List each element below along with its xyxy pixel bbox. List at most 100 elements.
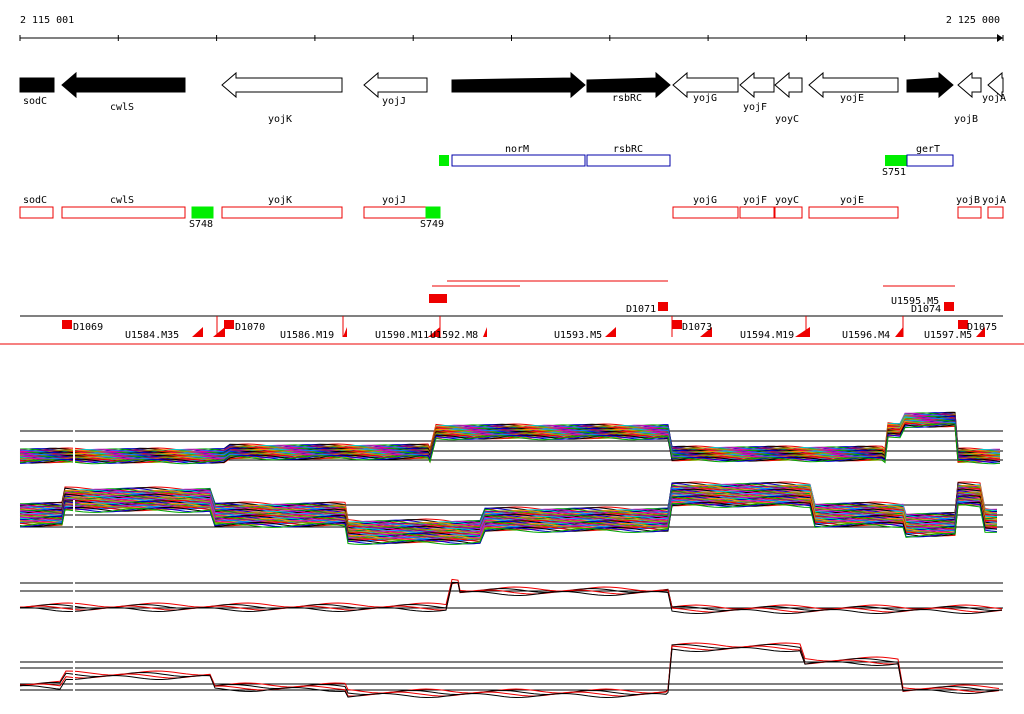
gene-label: yojA — [982, 93, 1006, 104]
breakpoint — [437, 294, 447, 303]
segment-label: U1593.M5 — [554, 330, 602, 341]
gene-label: yoyC — [775, 114, 799, 125]
annotation-label: sodC — [23, 195, 47, 206]
gene-label: yojG — [693, 93, 717, 104]
annotation-label: cwlS — [110, 195, 134, 206]
annotation-box — [957, 206, 982, 219]
gene-arrow — [61, 71, 186, 99]
segment-end — [895, 327, 903, 337]
segment-label: D1074 — [911, 304, 941, 315]
segment-end — [428, 327, 440, 337]
gene-arrow — [586, 71, 671, 99]
segment-end — [700, 327, 712, 337]
expression-trace — [19, 423, 1001, 465]
expression-trace — [19, 643, 1000, 696]
annotation-box — [739, 206, 775, 219]
gene-arrow — [739, 71, 775, 99]
annotation-box — [774, 206, 803, 219]
expression-trace — [19, 423, 1001, 464]
annotation-label: yojJ — [382, 195, 406, 206]
expression-trace — [19, 581, 1003, 612]
transcript-label: rsbRC — [613, 144, 643, 155]
gene-label: sodC — [23, 96, 47, 107]
gene-arrow — [451, 71, 586, 99]
gene-label: yojB — [954, 114, 978, 125]
annotation-label: yojE — [840, 195, 864, 206]
site-box — [425, 206, 441, 219]
annotation-box — [19, 206, 54, 219]
gene-label: cwlS — [110, 102, 134, 113]
transcript-label: S751 — [882, 167, 906, 178]
gene-arrow — [672, 71, 739, 99]
expression-trace — [19, 496, 998, 539]
annotation-label: yojG — [693, 195, 717, 206]
gene-arrow — [19, 77, 55, 93]
breakpoint — [958, 320, 968, 329]
annotation-label: yoyC — [775, 195, 799, 206]
annotation-label: yojA — [982, 195, 1006, 206]
gene-label: norM — [505, 81, 529, 92]
annotation-label: yojK — [268, 195, 292, 206]
segment-end — [605, 327, 616, 337]
breakpoint — [62, 320, 72, 329]
segment-end — [483, 327, 487, 337]
scale-end: 2 125 000 — [946, 15, 1000, 26]
gene-arrow — [987, 71, 1004, 99]
annotation-box — [221, 206, 343, 219]
gene-label: yojJ — [382, 96, 406, 107]
segment-label: D1071 — [626, 304, 656, 315]
segment-end — [795, 327, 810, 337]
gene-arrow — [808, 71, 899, 99]
segment-label: D1070 — [235, 322, 265, 333]
breakpoint — [672, 320, 682, 329]
transcript-box — [586, 154, 671, 167]
annotation-label: S749 — [420, 219, 444, 230]
segment-label: U1590.M11 — [375, 330, 429, 341]
gene-label: yojF — [743, 102, 767, 113]
segment-label: D1075 — [967, 322, 997, 333]
annotation-label: yojF — [743, 195, 767, 206]
breakpoint — [658, 302, 668, 311]
gene-arrow — [221, 71, 343, 99]
breakpoint — [429, 294, 439, 303]
segment-label: U1594.M19 — [740, 330, 794, 341]
expression-trace — [19, 502, 998, 545]
gene-label: yojK — [268, 114, 292, 125]
transcript-box — [451, 154, 586, 167]
gene-arrow — [906, 71, 954, 99]
annotation-box — [61, 206, 186, 219]
segment-label: U1592.M8 — [430, 330, 478, 341]
scale-arrow — [997, 34, 1003, 42]
segment-end — [976, 327, 985, 337]
site-box — [191, 206, 214, 219]
expression-trace — [19, 491, 998, 534]
gene-label: gerT — [916, 81, 940, 92]
segment-end — [213, 327, 225, 337]
segment-label: U1597.M5 — [924, 330, 972, 341]
segment-label: D1069 — [73, 322, 103, 333]
transcript-label: norM — [505, 144, 529, 155]
segment-label: D1073 — [682, 322, 712, 333]
segment-label: U1596.M4 — [842, 330, 890, 341]
breakpoint — [944, 302, 954, 311]
annotation-label: yojB — [956, 195, 980, 206]
breakpoint — [224, 320, 234, 329]
gene-arrow — [957, 71, 982, 99]
promoter — [439, 155, 449, 166]
transcript-label: gerT — [916, 144, 940, 155]
expression-trace — [19, 646, 1000, 699]
expression-trace — [19, 581, 1003, 615]
segment-label: U1586.M19 — [280, 330, 334, 341]
segment-label: U1584.M35 — [125, 330, 179, 341]
segment-end — [192, 327, 203, 337]
segment-end — [343, 327, 347, 337]
annotation-label: S748 — [189, 219, 213, 230]
gene-label: rsbRC — [612, 93, 642, 104]
expression-trace — [19, 578, 1003, 610]
annotation-box — [672, 206, 739, 219]
scale-start: 2 115 001 — [20, 15, 74, 26]
gene-arrow — [774, 71, 803, 99]
promoter — [885, 155, 907, 166]
gene-arrow — [363, 71, 428, 99]
